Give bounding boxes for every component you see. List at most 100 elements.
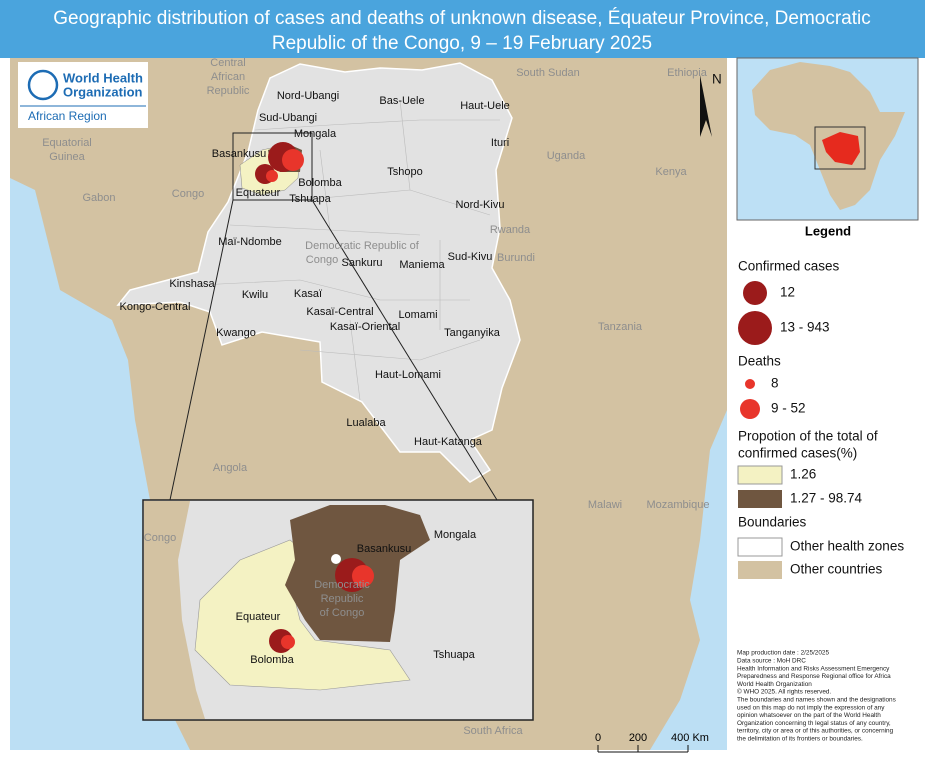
logo-name: Organization [63,84,143,99]
province-label: Kwango [216,327,256,339]
country-label: South Sudan [516,67,580,79]
inset-label: of Congo [320,607,365,619]
country-label: Central [210,57,245,69]
province-label: Sankuru [342,257,383,269]
title: Geographic distribution of cases and dea… [53,8,870,29]
country-label: Malawi [588,499,622,511]
province-label: Bolomba [298,177,342,189]
inset-label: Congo [144,532,176,544]
inset-map [142,499,534,721]
province-label: Kwilu [242,289,268,301]
map-shape [352,565,374,587]
province-label: Equateur [236,187,281,199]
inset-label: Democratic [314,579,370,591]
province-label: Kongo-Central [120,301,191,313]
province-label: Haut-Lomami [375,369,441,381]
legend-label: 9 - 52 [771,401,806,416]
main-map: N [10,58,727,750]
note-line: territory, city or area or of this autho… [737,728,894,735]
legend-label: 12 [780,285,795,300]
province-label: Nord-Ubangi [277,90,339,102]
map-shape [169,199,234,501]
scale-label: 0 [595,732,601,744]
note-line: Data source : MoH DRC [737,657,806,664]
country-label: Tanzania [598,321,643,333]
country-label: Guinea [49,151,85,163]
province-label: Haut-Katanga [414,436,483,448]
map-shape [650,410,727,750]
country-label: Angola [213,462,248,474]
legend-swatch [737,465,783,485]
legend-symbol [745,379,755,389]
inset-label: Equateur [236,611,281,623]
country-label: Republic [207,85,250,97]
north-label: N [712,72,722,87]
province-label: Tshuapa [289,193,331,205]
country-label: Mozambique [647,499,710,511]
scale-bar [597,745,689,753]
logo-box [18,62,148,128]
legend-label: 1.27 - 98.74 [790,491,863,506]
legend-symbol [743,281,767,305]
province-label: Lomami [398,309,437,321]
map-shape [814,126,866,170]
province-label: Sud-Kivu [448,251,493,263]
province-label: Maniema [399,259,445,271]
map-shape [266,170,278,182]
note-line: Health Information and Risks Assessment … [737,665,890,672]
inset-label: Mongala [434,529,477,541]
country-label: Uganda [547,150,586,162]
map-shape [331,554,341,564]
logo-name: World Health [63,70,143,85]
province-label: Kasaï-Central [306,306,373,318]
legend-label: 13 - 943 [780,320,830,335]
note-line: Organization concerning th legal status … [737,720,891,727]
note-line: The boundaries and names shown and the d… [737,696,896,703]
legend-symbol [740,399,760,419]
title: Republic of the Congo, 9 – 19 February 2… [272,33,652,54]
inset-label: Tshuapa [433,649,475,661]
province-label: Basankusu [212,148,266,160]
country-label: Equatorial [42,137,92,149]
country-label: Rwanda [490,224,531,236]
province-label: Ituri [491,137,509,149]
country-label: Congo [172,188,204,200]
map-shape [116,62,521,483]
legend-group-title: Propotion of the total of [738,429,878,444]
province-label: Kinshasa [169,278,215,290]
map-shape [311,199,498,501]
inset-label: Bolomba [250,654,294,666]
legend-group-title: Confirmed cases [738,259,840,274]
legend-title: Legend [805,223,851,238]
province-label: Lualaba [346,417,386,429]
legend-group-title: confirmed cases(%) [738,446,857,461]
scale-label: 200 [629,732,647,744]
legend-group-title: Deaths [738,354,781,369]
legend-label: 1.26 [790,467,816,482]
note-line: opinion whatsoever on the part of the Wo… [737,712,881,719]
country-label: Kenya [655,166,687,178]
legend-label: 8 [771,376,779,391]
note-line: Map production date : 2/25/2025 [737,650,829,657]
map-shape [281,635,295,649]
country-label: African [211,71,245,83]
province-label: Tshopo [387,166,422,178]
legend-label: Other countries [790,562,883,577]
inset-label: Basankusu [357,543,411,555]
title-bar [0,0,925,58]
province-label: Sud-Ubangi [259,112,317,124]
note-line: World Health Organization [737,681,812,688]
map-shape [282,149,304,171]
legend-swatch [737,537,783,557]
inset-label: Republic [321,593,364,605]
province-label: Tanganyika [444,327,501,339]
map-shape [822,132,860,165]
province-label: Kasaï-Oriental [330,321,400,333]
note-line: the delimitation of its frontiers or bou… [737,735,863,742]
scale-label: 400 Km [671,732,709,744]
country-label: South Africa [463,725,523,737]
province-label: Kasaï [294,288,323,300]
country-label: Congo [306,254,338,266]
map-shape [700,75,712,137]
